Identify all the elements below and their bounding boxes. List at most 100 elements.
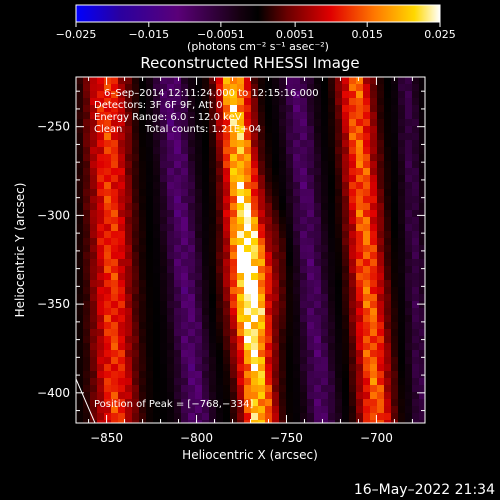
image-pixel [111,91,118,98]
image-pixel [286,84,293,91]
image-pixel [174,294,181,301]
image-pixel [265,175,272,182]
image-pixel [181,364,188,371]
image-pixel [391,350,398,357]
image-pixel [195,287,202,294]
image-pixel [356,287,363,294]
image-pixel [90,259,97,266]
image-pixel [398,105,405,112]
image-pixel [230,350,237,357]
image-pixel [419,413,425,420]
image-pixel [202,413,209,420]
image-pixel [412,224,419,231]
image-pixel [111,203,118,210]
image-pixel [391,413,398,420]
image-pixel [279,231,286,238]
image-pixel [125,294,132,301]
image-pixel [370,343,377,350]
image-pixel [307,350,314,357]
image-pixel [384,154,391,161]
image-pixel [328,126,335,133]
image-pixel [412,126,419,133]
image-pixel [223,343,230,350]
image-pixel [307,343,314,350]
image-pixel [412,350,419,357]
image-pixel [349,301,356,308]
image-pixel [104,371,111,378]
image-pixel [349,91,356,98]
image-pixel [251,245,258,252]
image-pixel [139,399,146,406]
image-pixel [188,210,195,217]
image-pixel [76,224,83,231]
image-pixel [111,308,118,315]
image-pixel [97,364,104,371]
image-pixel [342,238,349,245]
image-pixel [405,77,412,84]
image-pixel [167,189,174,196]
image-pixel [328,77,335,84]
image-pixel [272,357,279,364]
image-pixel [237,77,244,84]
image-pixel [377,140,384,147]
image-pixel [90,385,97,392]
image-pixel [153,224,160,231]
image-pixel [398,133,405,140]
image-pixel [202,294,209,301]
image-pixel [125,238,132,245]
image-pixel [377,385,384,392]
image-pixel [216,245,223,252]
image-pixel [279,161,286,168]
image-pixel [391,182,398,189]
image-pixel [279,175,286,182]
image-pixel [377,126,384,133]
image-pixel [370,217,377,224]
image-pixel [419,357,425,364]
image-pixel [279,413,286,420]
image-pixel [314,350,321,357]
image-pixel [363,84,370,91]
image-pixel [398,126,405,133]
image-pixel [412,413,419,420]
image-pixel [272,287,279,294]
image-pixel [216,217,223,224]
image-pixel [118,385,125,392]
image-pixel [363,315,370,322]
image-pixel [377,357,384,364]
image-pixel [132,280,139,287]
image-pixel [279,238,286,245]
image-pixel [279,105,286,112]
image-pixel [258,399,265,406]
image-pixel [300,273,307,280]
image-pixel [293,203,300,210]
image-pixel [335,224,342,231]
image-pixel [118,336,125,343]
image-pixel [314,203,321,210]
image-pixel [286,378,293,385]
image-pixel [328,175,335,182]
image-pixel [342,182,349,189]
image-pixel [104,364,111,371]
image-pixel [356,301,363,308]
image-pixel [300,140,307,147]
image-pixel [384,252,391,259]
image-pixel [321,245,328,252]
image-pixel [118,119,125,126]
image-pixel [132,413,139,420]
image-pixel [307,336,314,343]
image-pixel [216,231,223,238]
image-pixel [188,217,195,224]
image-pixel [223,371,230,378]
image-pixel [167,378,174,385]
image-pixel [230,224,237,231]
image-pixel [398,196,405,203]
image-pixel [125,154,132,161]
image-pixel [265,112,272,119]
image-pixel [293,217,300,224]
image-pixel [307,231,314,238]
image-pixel [265,238,272,245]
image-pixel [342,350,349,357]
image-pixel [118,84,125,91]
image-pixel [118,98,125,105]
image-pixel [321,322,328,329]
